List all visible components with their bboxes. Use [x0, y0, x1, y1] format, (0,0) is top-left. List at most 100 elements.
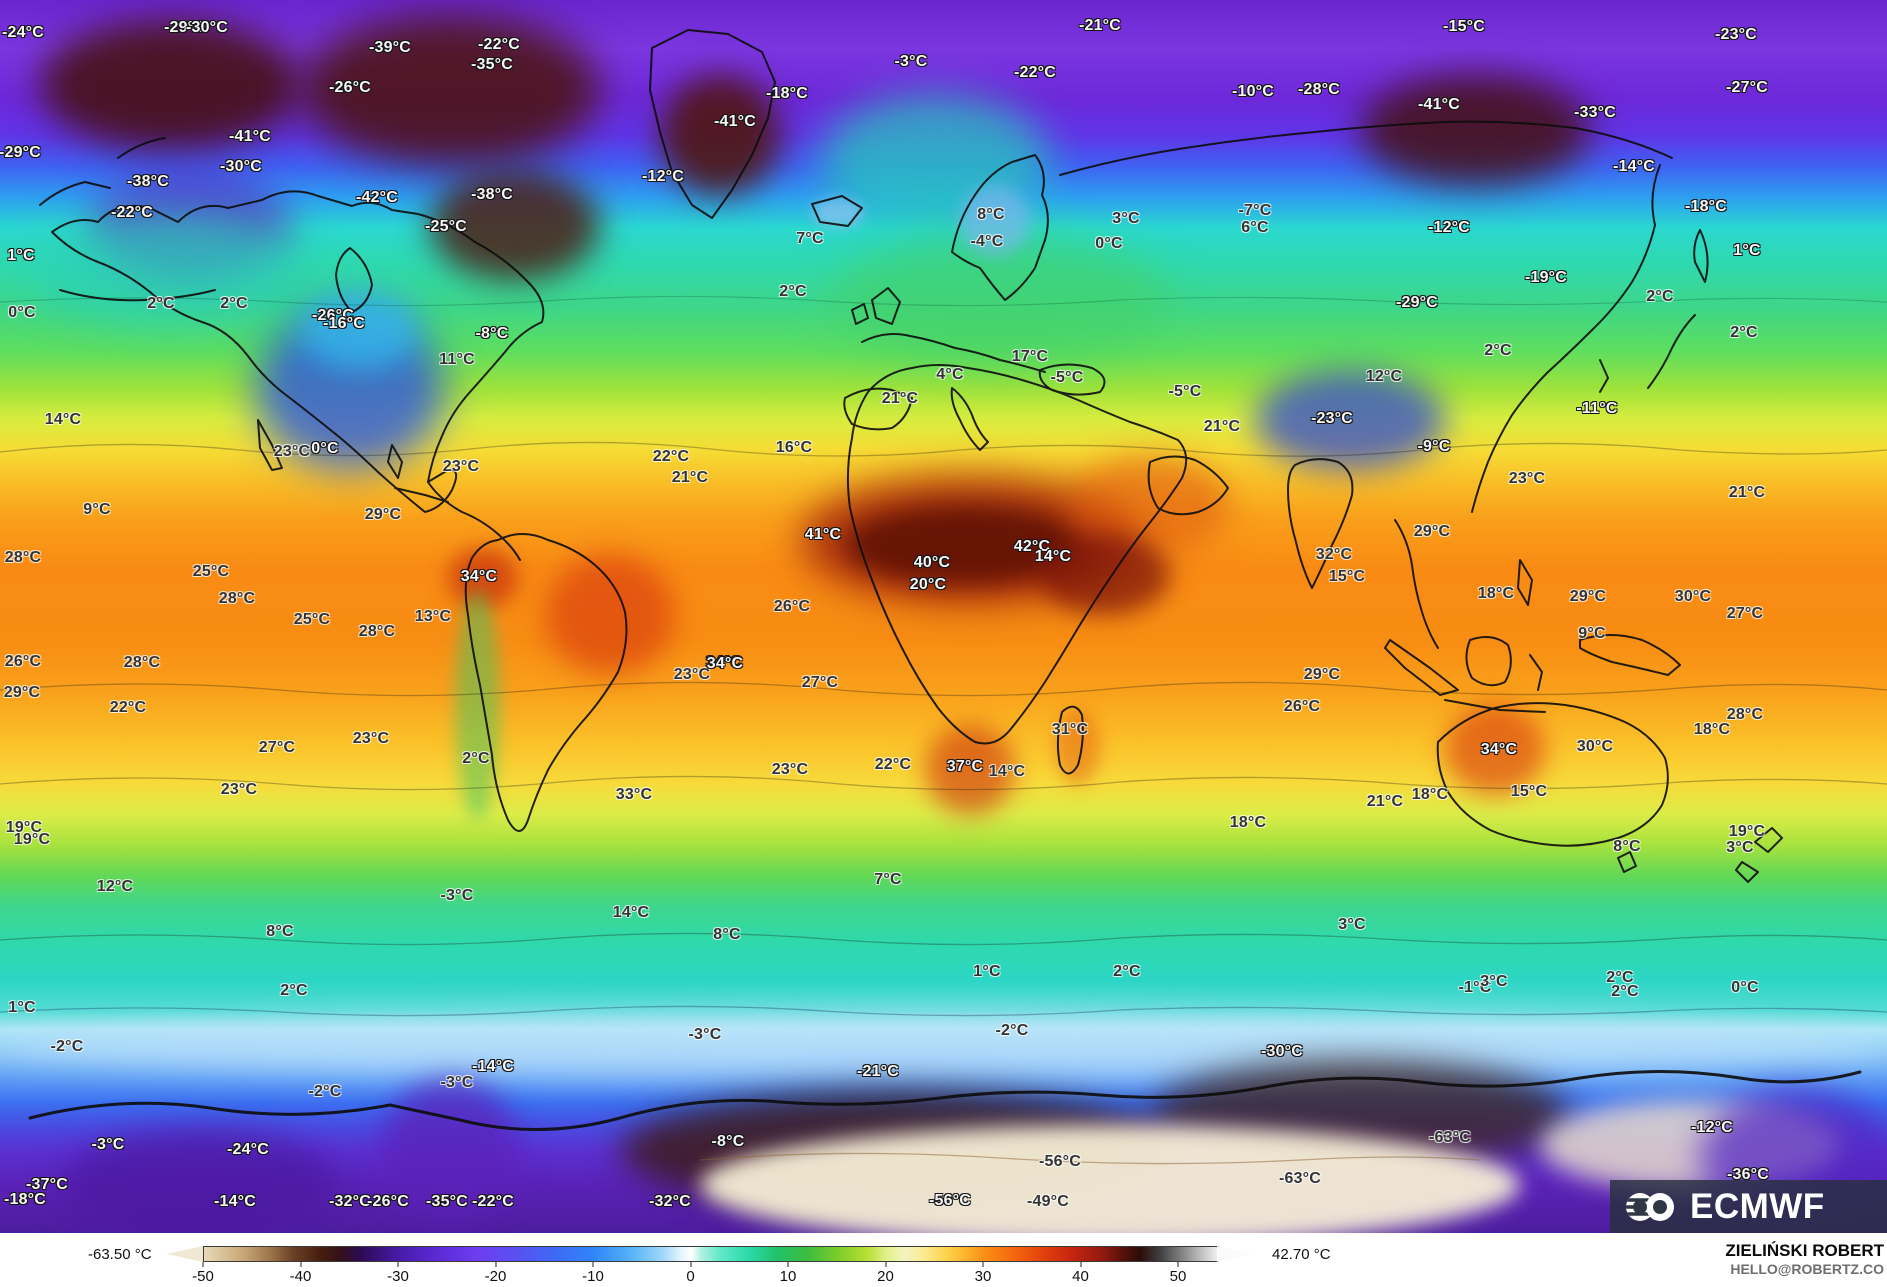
- coast-italy: [950, 387, 989, 451]
- coast-uk-ireland: [851, 287, 901, 325]
- temperature-value-label: 2°C: [220, 295, 248, 312]
- temperature-value-label: -14°C: [213, 1193, 257, 1210]
- temperature-value-label: -29°C: [1395, 294, 1439, 311]
- temperature-value-label: 3°C: [1480, 973, 1508, 990]
- temperature-value-label: 34°C: [706, 655, 744, 672]
- colorbar-tick: [202, 1262, 204, 1267]
- coast-east-asia: [1471, 164, 1661, 513]
- temperature-value-label: -24°C: [1, 24, 45, 41]
- temperature-value-label: 7°C: [796, 230, 824, 247]
- temperature-value-label: 28°C: [1726, 706, 1764, 723]
- coast-japan: [1599, 314, 1696, 393]
- world-temperature-map: -24°C -29°C -30°C -39°C -22°C -35°C -26°C -41°C…: [0, 0, 1887, 1235]
- coast-arctic-asia: [1059, 120, 1673, 176]
- attribution: ZIELIŃSKI ROBERT HELLO@ROBERTZ.CO: [1725, 1240, 1884, 1279]
- temperature-value-label: 16°C: [775, 439, 813, 456]
- temperature-value-label: -30°C: [185, 19, 229, 36]
- temperature-value-label: -7°C: [1238, 202, 1272, 219]
- temperature-value-label: 32°C: [1315, 546, 1353, 563]
- coast-baja: [257, 419, 283, 471]
- temperature-value-label: 2°C: [1606, 969, 1634, 986]
- temperature-value-label: 23°C: [673, 666, 711, 683]
- temperature-value-label: 31°C: [1051, 721, 1089, 738]
- coast-australia: [1436, 702, 1669, 847]
- temperature-value-label: 8°C: [977, 206, 1005, 223]
- temperature-value-label: 21°C: [1366, 793, 1404, 810]
- temperature-value-label: 2°C: [1484, 342, 1512, 359]
- temperature-value-label: 29°C: [1569, 588, 1607, 605]
- coast-sulawesi-philippines: [1517, 559, 1543, 691]
- colorbar-tick-label: -10: [582, 1268, 604, 1285]
- colorbar-tick: [787, 1262, 789, 1267]
- temperature-value-label: -14°C: [1612, 158, 1656, 175]
- temperature-value-label: -41°C: [228, 128, 272, 145]
- colorbar-tick-label: 20: [877, 1268, 894, 1285]
- temperature-value-label: -22°C: [110, 204, 154, 221]
- temperature-value-label: 33°C: [615, 786, 653, 803]
- temperature-value-label: 27°C: [258, 739, 296, 756]
- temperature-labels: -24°C -29°C -30°C -39°C -22°C -35°C -26°C -41°C…: [0, 17, 1770, 1210]
- temperature-value-label: 23°C: [1508, 470, 1546, 487]
- temperature-value-label: 30°C: [1576, 738, 1614, 755]
- temperature-blob: [430, 170, 600, 280]
- temperature-value-label: 1°C: [973, 963, 1001, 980]
- temperature-value-label: 27°C: [801, 674, 839, 691]
- temperature-value-label: 2°C: [1113, 963, 1141, 980]
- temperature-value-label: 25°C: [293, 611, 331, 628]
- temperature-value-label: -33°C: [1573, 104, 1617, 121]
- temperature-value-label: -21°C: [1078, 17, 1122, 34]
- temperature-value-label: 30°C: [1674, 588, 1712, 605]
- coast-europe-south: [861, 333, 1046, 373]
- colorbar-max-label: 42.70 °C: [1272, 1246, 1331, 1263]
- temperature-value-label: 18°C: [1477, 585, 1515, 602]
- temperature-value-label: 28°C: [218, 590, 256, 607]
- coast-antarctica: [28, 1070, 1862, 1132]
- colorbar-tick: [885, 1262, 886, 1267]
- colorbar-tick: [1080, 1262, 1081, 1267]
- colorbar-tick-label: -40: [289, 1268, 312, 1285]
- temperature-value-label: -3°C: [894, 53, 928, 70]
- coast-florida-cuba: [387, 444, 449, 503]
- colorbar-tick: [495, 1262, 496, 1267]
- temperature-value-label: -2°C: [308, 1083, 342, 1100]
- temperature-value-label: -2°C: [50, 1038, 84, 1055]
- temperature-value-label: 3°C: [1726, 839, 1754, 856]
- coast-madagascar: [1056, 705, 1084, 775]
- temperature-value-label: -23°C: [1714, 26, 1758, 43]
- temperature-value-label: -3°C: [91, 1136, 125, 1153]
- temperature-value-label: 22°C: [652, 448, 690, 465]
- temperature-value-label: 40°C: [913, 554, 951, 571]
- coast-iberia: [843, 387, 913, 431]
- temperature-value-label: -5°C: [1168, 383, 1202, 400]
- coast-borneo: [1465, 635, 1512, 687]
- temperature-blob: [700, 1125, 1520, 1233]
- colorbar-left-arrow: [167, 1246, 203, 1262]
- temperature-value-label: -14°C: [471, 1058, 515, 1075]
- temperature-value-label: 12°C: [96, 878, 134, 895]
- temperature-value-label: 29°C: [3, 684, 41, 701]
- coastlines: [28, 29, 1862, 1132]
- temperature-value-label: -36°C: [1726, 1166, 1770, 1183]
- temperature-value-label: 37°C: [946, 758, 984, 775]
- temperature-value-label: 8°C: [266, 923, 294, 940]
- temperature-value-label: -22°C: [477, 36, 521, 53]
- temperature-value-label: 0°C: [8, 304, 36, 321]
- temperature-value-label: -8°C: [475, 325, 509, 342]
- colorbar-tick-label: -20: [484, 1268, 507, 1285]
- temperature-blob: [60, 1130, 340, 1233]
- temperature-value-label: 1°C: [1733, 242, 1761, 259]
- temperature-value-label: 12°C: [1365, 368, 1403, 385]
- temperature-value-label: -38°C: [126, 173, 170, 190]
- temperature-value-label: -35°C: [470, 56, 514, 73]
- colorbar-right-arrow: [1217, 1246, 1253, 1262]
- colorbar-tick: [300, 1262, 301, 1267]
- ecmwf-logo: ECMWF: [1610, 1180, 1887, 1233]
- temperature-value-label: 18°C: [1229, 814, 1267, 831]
- colorbar-gradient: [203, 1246, 1219, 1262]
- temperature-value-label: -38°C: [470, 186, 514, 203]
- temperature-value-label: 25°C: [192, 563, 230, 580]
- temperature-value-label: -12°C: [641, 168, 685, 185]
- coast-kamchatka: [1693, 229, 1709, 283]
- temperature-value-label: 4°C: [936, 366, 964, 383]
